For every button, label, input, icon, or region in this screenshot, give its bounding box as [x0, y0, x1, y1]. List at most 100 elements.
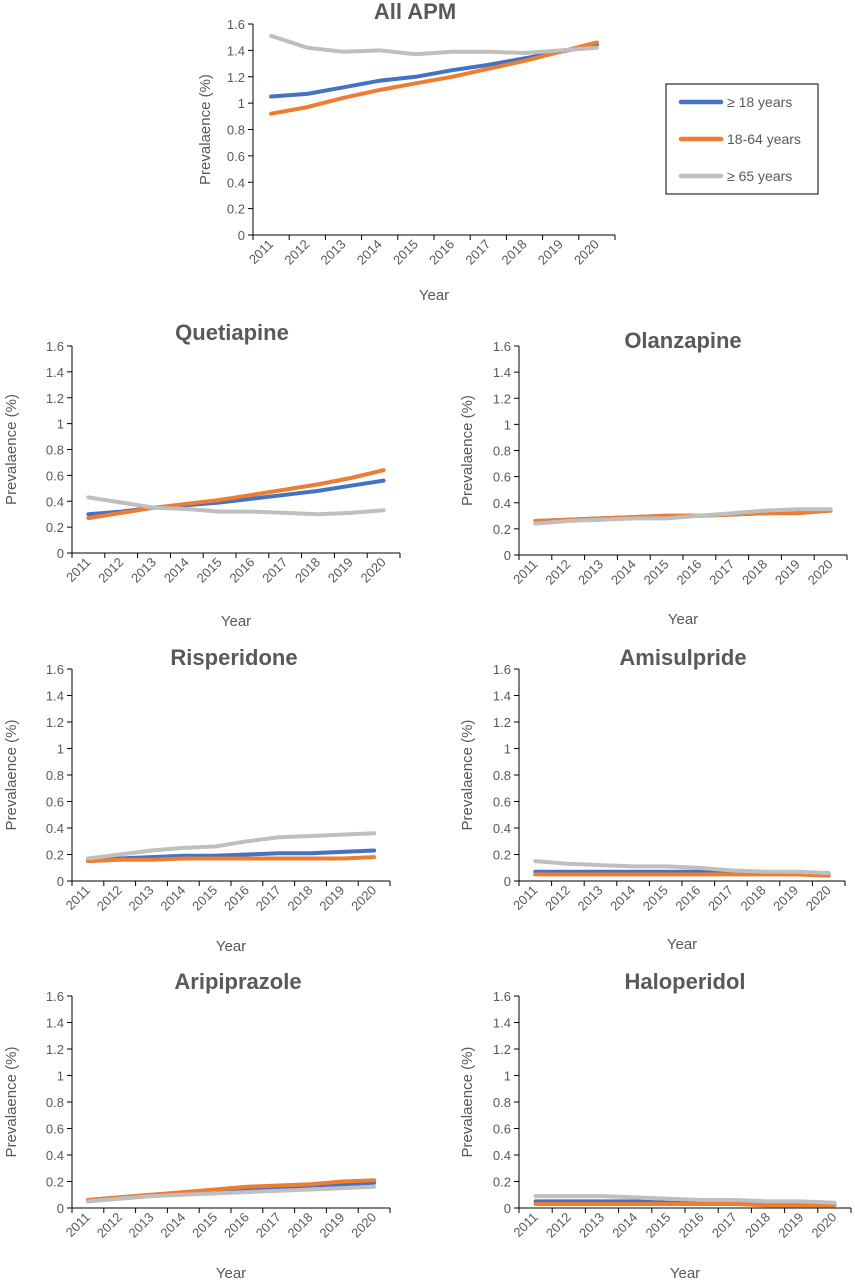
y-tick-label: 0.6 [493, 1122, 511, 1137]
x-tick-label: 2017 [706, 557, 737, 588]
y-tick-label: 1.2 [46, 391, 64, 406]
y-tick-label: 0 [57, 546, 64, 561]
x-tick-label: 2013 [126, 883, 157, 914]
series-line-3 [533, 1194, 837, 1205]
chart-title: Haloperidol [624, 969, 745, 994]
x-tick-label: 2013 [576, 1210, 607, 1241]
x-axis-label: Year [667, 936, 697, 953]
x-tick-label: 2015 [390, 237, 421, 268]
y-axis-label: Prevalaence (%) [459, 395, 476, 506]
x-tick-label: 2020 [805, 557, 836, 588]
y-tick-label: 0.4 [493, 1148, 511, 1163]
y-tick-label: 0.4 [493, 821, 511, 836]
y-tick-label: 0.2 [493, 1175, 511, 1190]
legend-label-18-64: 18-64 years [727, 131, 801, 147]
x-tick-label: 2012 [542, 557, 573, 588]
x-tick-label: 2013 [318, 237, 349, 268]
legend-label-65plus: ≥ 65 years [727, 168, 792, 184]
y-tick-label: 0.6 [493, 470, 511, 485]
series-line-3 [533, 859, 831, 875]
y-tick-label: 0.2 [493, 848, 511, 863]
x-tick-label: 2011 [510, 557, 540, 587]
x-tick-label: 2020 [348, 1210, 379, 1241]
x-tick-label: 2016 [673, 557, 704, 588]
series-line-3 [85, 831, 377, 861]
y-tick-label: 0 [504, 1201, 511, 1216]
x-tick-label: 2020 [358, 555, 389, 586]
y-axis-label: Prevalaence (%) [197, 74, 214, 185]
y-tick-label: 0.2 [493, 522, 511, 537]
x-tick-label: 2011 [246, 237, 276, 267]
y-tick-label: 0.8 [46, 1095, 64, 1110]
x-axis-label: Year [216, 1265, 246, 1280]
x-tick-label: 2011 [510, 883, 540, 913]
y-tick-label: 1.6 [46, 339, 64, 354]
x-tick-label: 2015 [189, 1210, 220, 1241]
x-tick-label: 2018 [292, 555, 323, 586]
y-tick-label: 1.6 [46, 989, 64, 1004]
x-tick-label: 2020 [571, 237, 602, 268]
chart-title: Aripiprazole [174, 969, 301, 994]
series-line-3 [85, 1184, 377, 1204]
series-line-2 [269, 40, 599, 116]
y-tick-label: 0.2 [227, 202, 245, 217]
x-axis-label: Year [216, 938, 246, 955]
y-tick-label: 1 [504, 417, 511, 432]
x-tick-label: 2017 [705, 883, 736, 914]
y-tick-label: 0 [57, 1201, 64, 1216]
y-axis-label: Prevalaence (%) [3, 394, 20, 505]
x-tick-label: 2017 [253, 883, 284, 914]
y-tick-label: 0.4 [227, 175, 245, 190]
y-tick-label: 0.8 [227, 123, 245, 138]
x-tick-label: 2016 [672, 883, 703, 914]
y-tick-label: 1 [57, 417, 64, 432]
x-tick-label: 2015 [189, 883, 220, 914]
x-tick-label: 2020 [803, 883, 834, 914]
series-line-2 [533, 872, 831, 878]
chart-title: Risperidone [170, 645, 297, 670]
y-tick-label: 0.6 [46, 795, 64, 810]
x-tick-label: 2019 [770, 883, 801, 914]
y-tick-label: 1.6 [493, 989, 511, 1004]
x-tick-label: 2012 [543, 1210, 574, 1241]
y-tick-label: 1.2 [227, 70, 245, 85]
x-tick-label: 2020 [808, 1210, 839, 1241]
x-tick-label: 2013 [575, 883, 606, 914]
x-tick-label: 2012 [94, 1210, 125, 1241]
y-tick-label: 0.6 [493, 795, 511, 810]
series-line-3 [269, 33, 599, 57]
x-tick-label: 2017 [259, 555, 290, 586]
y-tick-label: 0.2 [46, 1175, 64, 1190]
x-tick-label: 2016 [426, 237, 457, 268]
y-tick-label: 0.8 [493, 444, 511, 459]
y-tick-label: 0.4 [46, 494, 64, 509]
y-tick-label: 0 [504, 548, 511, 563]
y-tick-label: 1.6 [493, 662, 511, 677]
series-line-2 [85, 855, 377, 864]
y-tick-label: 1.4 [493, 1016, 511, 1031]
series-line-3 [533, 507, 833, 526]
y-axis-label: Prevalaence (%) [459, 720, 476, 831]
x-tick-label: 2019 [316, 1210, 347, 1241]
y-tick-label: 1.2 [493, 715, 511, 730]
y-tick-label: 0.2 [46, 520, 64, 535]
y-tick-label: 0.8 [493, 1095, 511, 1110]
y-tick-label: 1 [504, 742, 511, 757]
y-tick-label: 1.2 [493, 391, 511, 406]
chart-title: Amisulpride [619, 645, 746, 670]
x-tick-label: 2012 [95, 555, 126, 586]
y-tick-label: 1.4 [493, 365, 511, 380]
legend: ≥ 18 years 18-64 years ≥ 65 years [665, 83, 819, 195]
y-axis-label: Prevalaence (%) [3, 1047, 20, 1158]
x-tick-label: 2015 [641, 557, 672, 588]
x-tick-label: 2019 [316, 883, 347, 914]
y-tick-label: 0 [504, 874, 511, 889]
x-tick-label: 2014 [157, 883, 188, 914]
x-axis-label: Year [668, 611, 698, 628]
y-tick-label: 0 [238, 228, 245, 243]
y-tick-label: 1.4 [46, 1016, 64, 1031]
